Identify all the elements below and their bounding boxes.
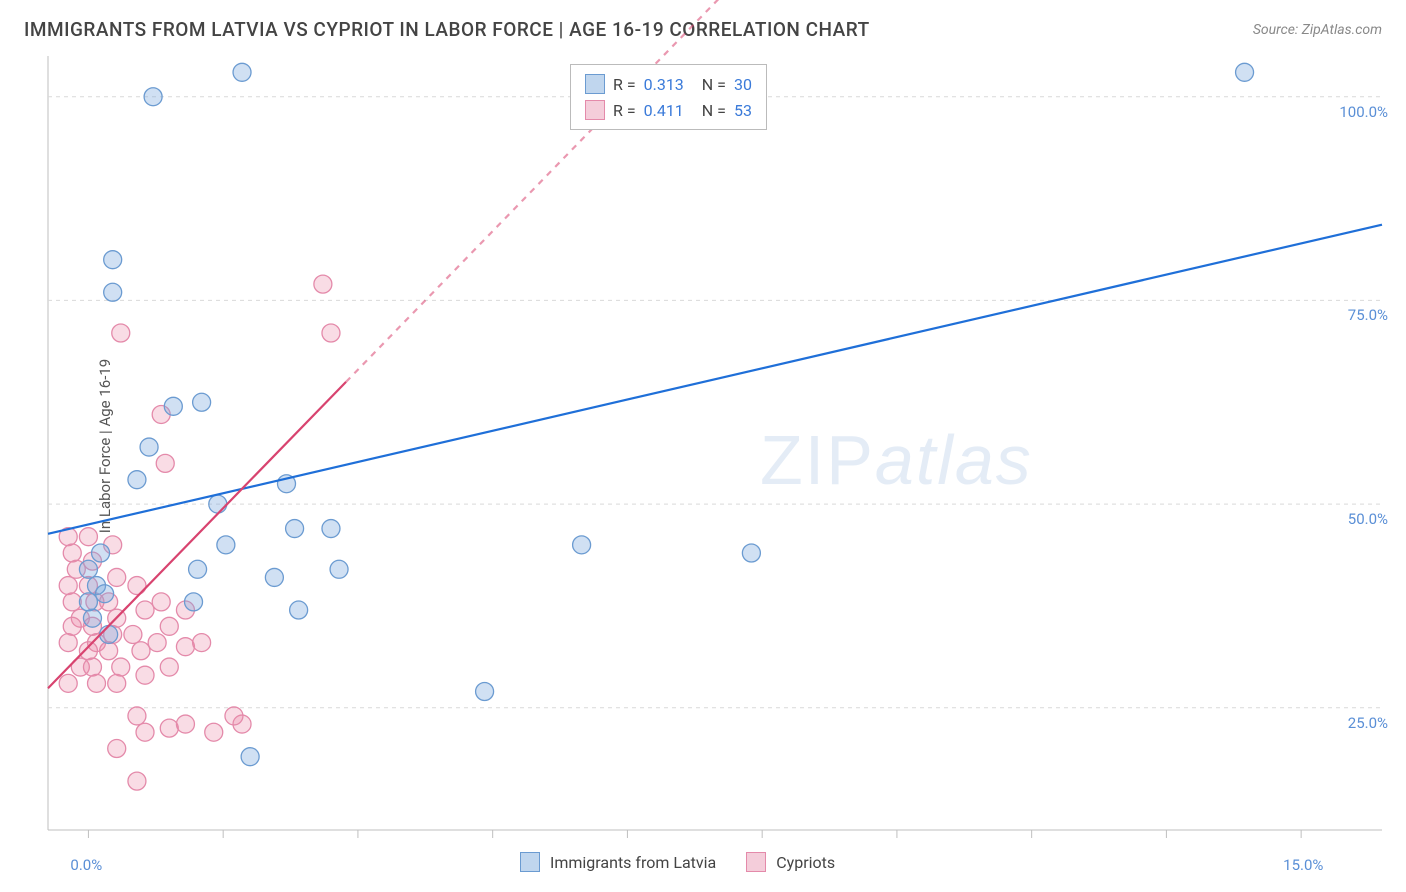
data-point xyxy=(59,634,77,652)
legend-r-label: R = xyxy=(613,75,636,94)
data-point xyxy=(112,324,130,342)
y-tick-label: 100.0% xyxy=(1339,103,1388,121)
legend-swatch xyxy=(585,100,605,120)
data-point xyxy=(330,560,348,578)
data-point xyxy=(176,715,194,733)
data-point xyxy=(63,617,81,635)
y-tick-label: 25.0% xyxy=(1348,714,1388,732)
legend-n-value: 30 xyxy=(734,75,752,94)
legend-r-value: 0.313 xyxy=(644,75,684,94)
data-point xyxy=(136,601,154,619)
data-point xyxy=(128,471,146,489)
data-point xyxy=(205,723,223,741)
data-point xyxy=(189,560,207,578)
data-point xyxy=(176,638,194,656)
data-point xyxy=(83,609,101,627)
legend-swatch xyxy=(746,852,766,872)
legend-n-value: 53 xyxy=(734,101,752,120)
data-point xyxy=(108,674,126,692)
data-point xyxy=(100,642,118,660)
legend-series-label: Cypriots xyxy=(776,853,835,872)
data-point xyxy=(104,283,122,301)
trend-line-dashed xyxy=(346,0,1382,382)
data-point xyxy=(136,666,154,684)
data-point xyxy=(742,544,760,562)
x-tick-label: 15.0% xyxy=(1283,856,1323,874)
data-point xyxy=(59,674,77,692)
y-tick-label: 75.0% xyxy=(1348,306,1388,324)
data-point xyxy=(96,585,114,603)
data-point xyxy=(112,658,130,676)
data-point xyxy=(144,88,162,106)
data-point xyxy=(573,536,591,554)
data-point xyxy=(124,625,142,643)
legend-n-label: N = xyxy=(702,101,726,120)
data-point xyxy=(92,544,110,562)
data-point xyxy=(217,536,235,554)
scatter-chart xyxy=(0,0,1406,892)
data-point xyxy=(193,634,211,652)
data-point xyxy=(63,544,81,562)
data-point xyxy=(79,528,97,546)
data-point xyxy=(290,601,308,619)
x-tick-label: 0.0% xyxy=(70,856,102,874)
data-point xyxy=(83,658,101,676)
data-point xyxy=(79,642,97,660)
legend-row: R = 0.313 N = 30 xyxy=(585,71,752,97)
legend-r-value: 0.411 xyxy=(644,101,684,120)
correlation-legend: R = 0.313 N = 30 R = 0.411 N = 53 xyxy=(570,64,767,130)
data-point xyxy=(322,520,340,538)
data-point xyxy=(108,740,126,758)
data-point xyxy=(209,495,227,513)
data-point xyxy=(185,593,203,611)
data-point xyxy=(136,723,154,741)
legend-n-label: N = xyxy=(702,75,726,94)
data-point xyxy=(100,625,118,643)
data-point xyxy=(160,719,178,737)
data-point xyxy=(160,658,178,676)
data-point xyxy=(140,438,158,456)
data-point xyxy=(164,397,182,415)
data-point xyxy=(265,568,283,586)
data-point xyxy=(79,560,97,578)
data-point xyxy=(132,642,150,660)
data-point xyxy=(128,772,146,790)
legend-series-label: Immigrants from Latvia xyxy=(550,853,716,872)
data-point xyxy=(193,393,211,411)
data-point xyxy=(160,617,178,635)
trend-line xyxy=(48,225,1382,534)
y-tick-label: 50.0% xyxy=(1348,510,1388,528)
data-point xyxy=(88,674,106,692)
legend-swatch xyxy=(585,74,605,94)
data-point xyxy=(241,748,259,766)
data-point xyxy=(148,634,166,652)
legend-swatch xyxy=(520,852,540,872)
data-point xyxy=(108,568,126,586)
data-point xyxy=(59,577,77,595)
data-point xyxy=(128,707,146,725)
data-point xyxy=(63,593,81,611)
data-point xyxy=(233,63,251,81)
data-point xyxy=(156,454,174,472)
data-point xyxy=(1236,63,1254,81)
legend-r-label: R = xyxy=(613,101,636,120)
data-point xyxy=(225,707,243,725)
data-point xyxy=(322,324,340,342)
legend-row: R = 0.411 N = 53 xyxy=(585,97,752,123)
data-point xyxy=(314,275,332,293)
data-point xyxy=(476,682,494,700)
data-point xyxy=(104,251,122,269)
data-point xyxy=(286,520,304,538)
data-point xyxy=(79,593,97,611)
data-point xyxy=(152,593,170,611)
series-legend: Immigrants from Latvia Cypriots xyxy=(520,852,835,872)
